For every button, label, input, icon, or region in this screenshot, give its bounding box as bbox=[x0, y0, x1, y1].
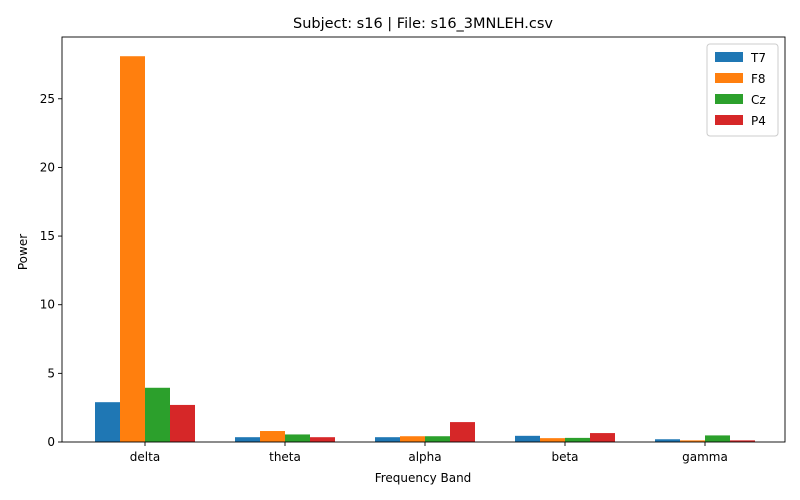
bar-t7-beta bbox=[515, 435, 540, 442]
x-tick-label-gamma: gamma bbox=[682, 450, 728, 464]
bar-p4-alpha bbox=[450, 422, 475, 442]
legend-swatch-t7 bbox=[715, 52, 743, 62]
x-tick-label-beta: beta bbox=[551, 450, 578, 464]
legend: T7 F8 Cz P4 bbox=[706, 43, 779, 137]
legend-label-f8: F8 bbox=[751, 72, 766, 86]
legend-label-p4: P4 bbox=[751, 114, 766, 128]
bar-p4-delta bbox=[170, 404, 195, 442]
chart-title: Subject: s16 | File: s16_3MNLEH.csv bbox=[293, 16, 553, 32]
bar-t7-theta bbox=[235, 437, 260, 442]
bar-p4-beta bbox=[590, 433, 615, 442]
bar-cz-delta bbox=[145, 387, 170, 442]
bar-f8-theta bbox=[260, 431, 285, 442]
legend-label-t7: T7 bbox=[750, 51, 766, 65]
legend-label-cz: Cz bbox=[751, 93, 766, 107]
bar-p4-gamma bbox=[730, 440, 755, 442]
bar-cz-alpha bbox=[425, 436, 450, 442]
y-tick-label: 0 bbox=[47, 435, 55, 449]
bar-f8-alpha bbox=[400, 436, 425, 442]
bar-f8-beta bbox=[540, 438, 565, 442]
y-tick-label: 10 bbox=[40, 298, 55, 312]
bar-cz-beta bbox=[565, 437, 590, 442]
bar-f8-delta bbox=[120, 56, 145, 443]
legend-swatch-p4 bbox=[715, 115, 743, 125]
plot-area: 0 5 10 15 20 25 delta theta alpha beta gamma bbox=[40, 36, 786, 464]
x-tick-label-theta: theta bbox=[269, 450, 301, 464]
axes-frame bbox=[61, 36, 786, 443]
y-tick-label: 20 bbox=[40, 160, 55, 174]
y-tick-label: 25 bbox=[40, 92, 55, 106]
y-tick-label: 15 bbox=[40, 229, 55, 243]
legend-box bbox=[706, 43, 779, 137]
legend-swatch-cz bbox=[715, 94, 743, 104]
legend-swatch-f8 bbox=[715, 73, 743, 83]
bar-cz-theta bbox=[285, 434, 310, 442]
y-tick-label: 5 bbox=[47, 366, 55, 380]
y-axis-label: Power bbox=[16, 234, 30, 270]
bar-cz-gamma bbox=[705, 435, 730, 442]
x-tick-label-delta: delta bbox=[130, 450, 160, 464]
bar-t7-delta bbox=[95, 402, 120, 442]
bar-t7-gamma bbox=[655, 439, 680, 442]
x-tick-label-alpha: alpha bbox=[408, 450, 441, 464]
bar-p4-theta bbox=[310, 437, 335, 442]
bar-f8-gamma bbox=[680, 440, 705, 442]
x-axis-label: Frequency Band bbox=[375, 471, 472, 485]
bar-t7-alpha bbox=[375, 437, 400, 442]
